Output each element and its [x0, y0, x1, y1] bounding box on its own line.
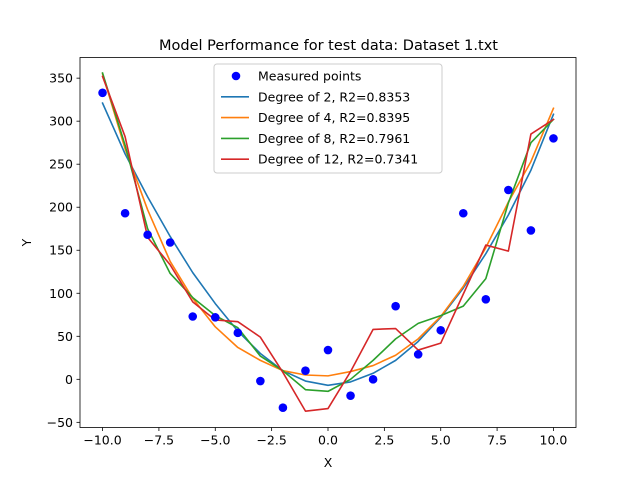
x-axis: −10.0 −7.5 −5.0 −2.5 0.0 2.5 5.0 7.5 10.0 [83, 427, 568, 448]
x-tick-label: 2.5 [374, 433, 394, 448]
y-axis: −50 0 50 100 150 200 250 300 350 [47, 71, 80, 430]
measured-point [549, 134, 558, 143]
measured-point [165, 238, 175, 247]
series-line-1 [101, 102, 555, 387]
measured-point [256, 376, 265, 386]
y-tick-label: 200 [49, 200, 73, 215]
y-tick-label: 50 [57, 329, 73, 344]
x-tick-label: −2.5 [256, 433, 286, 448]
measured-point [458, 208, 468, 218]
legend-marker [231, 71, 241, 81]
x-axis-label: X [324, 455, 333, 470]
chart-title: Model Performance for test data: Dataset… [159, 38, 498, 54]
x-tick-label: 0.0 [318, 433, 338, 448]
measured-point [368, 375, 378, 384]
measured-point [504, 185, 513, 195]
measured-point [233, 328, 243, 338]
measured-point [481, 294, 491, 304]
measured-point [301, 366, 310, 376]
y-tick-label: −50 [47, 415, 73, 430]
series-group [101, 71, 555, 412]
legend-label: Degree of 8, R2=0.7961 [258, 131, 410, 146]
x-tick-label: −7.5 [144, 433, 174, 448]
measured-points-group [98, 88, 558, 413]
measured-point [413, 350, 423, 359]
y-tick-label: 100 [49, 286, 73, 301]
measured-point [210, 313, 220, 322]
legend-label: Degree of 4, R2=0.8395 [258, 110, 410, 125]
y-tick-label: 250 [49, 157, 73, 172]
measured-point [98, 88, 107, 98]
y-tick-label: 350 [49, 71, 73, 86]
measured-point [188, 312, 198, 321]
x-tick-label: 10.0 [540, 433, 568, 448]
legend-label: Degree of 2, R2=0.8353 [258, 89, 410, 104]
measured-point [278, 403, 288, 413]
x-tick-label: 7.5 [487, 433, 507, 448]
measured-point [436, 325, 446, 335]
measured-point [346, 391, 355, 400]
x-tick-label: 5.0 [431, 433, 451, 448]
series-line-3 [101, 71, 555, 393]
measured-point [120, 208, 130, 218]
legend-box [213, 63, 443, 174]
measured-point [526, 226, 536, 235]
x-tick-label: −5.0 [200, 433, 230, 448]
legend-label: Degree of 12, R2=0.7341 [258, 152, 418, 167]
series-line-4 [101, 75, 555, 412]
measured-point [391, 301, 400, 311]
y-tick-label: 150 [49, 243, 73, 258]
measured-point [323, 345, 333, 355]
legend: Measured points Degree of 2, R2=0.8353 Deg… [213, 63, 443, 174]
x-tick-label: −10.0 [83, 433, 121, 448]
legend-label: Measured points [258, 69, 361, 84]
measured-point [143, 230, 152, 240]
y-tick-label: 0 [65, 372, 73, 387]
y-tick-label: 300 [49, 114, 73, 129]
y-axis-label: Y [19, 238, 34, 247]
